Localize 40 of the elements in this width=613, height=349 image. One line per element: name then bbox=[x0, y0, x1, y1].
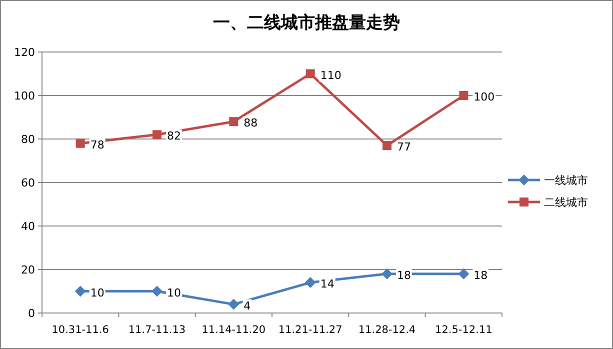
point bbox=[76, 138, 85, 148]
point bbox=[152, 130, 162, 140]
point bbox=[304, 277, 316, 288]
legend-label: 一线城市 bbox=[544, 174, 588, 187]
point bbox=[459, 91, 468, 100]
x-tick-label: 11.28-12.4 bbox=[358, 324, 416, 336]
y-tick-label: 20 bbox=[21, 264, 35, 276]
x-tick-label: 11.14-11.20 bbox=[202, 324, 266, 336]
data-label: 14 bbox=[320, 278, 334, 291]
data-label: 100 bbox=[474, 90, 495, 104]
point bbox=[229, 117, 238, 126]
data-label: 10 bbox=[90, 286, 104, 300]
y-tick-label: 0 bbox=[28, 307, 35, 320]
point bbox=[152, 286, 162, 297]
data-label: 82 bbox=[167, 130, 181, 143]
data-label: 77 bbox=[397, 140, 411, 154]
y-tick-label: 120 bbox=[14, 46, 35, 59]
x-tick-label: 10.31-11.6 bbox=[52, 324, 110, 336]
x-tick-label: 12.5-12.11 bbox=[435, 324, 492, 336]
point bbox=[306, 69, 315, 78]
data-label: 18 bbox=[397, 268, 411, 282]
data-label: 88 bbox=[244, 116, 258, 130]
data-label: 18 bbox=[474, 268, 488, 282]
data-label: 110 bbox=[320, 68, 342, 82]
y-tick-label: 40 bbox=[21, 220, 35, 233]
point bbox=[382, 141, 392, 150]
data-label: 10 bbox=[167, 286, 181, 300]
x-tick-label: 11.7-11.13 bbox=[128, 324, 186, 336]
legend-label: 二线城市 bbox=[544, 196, 588, 209]
point bbox=[382, 268, 392, 280]
y-tick-label: 60 bbox=[21, 176, 35, 190]
x-tick-label: 11.21-11.27 bbox=[278, 324, 342, 336]
chart-title: 一、二线城市推盘量走势 bbox=[213, 13, 400, 33]
point bbox=[228, 298, 240, 310]
y-tick-label: 100 bbox=[14, 90, 35, 102]
data-label: 4 bbox=[244, 299, 251, 312]
y-tick-label: 80 bbox=[21, 133, 35, 146]
point bbox=[458, 268, 470, 280]
data-label: 78 bbox=[90, 138, 104, 152]
point bbox=[74, 286, 86, 297]
